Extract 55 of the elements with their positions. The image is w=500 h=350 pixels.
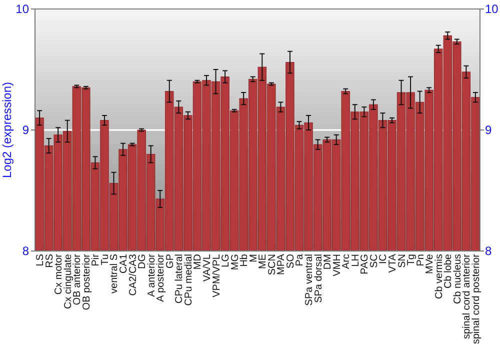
x-tick-label: spinal cord anterior (462, 253, 473, 340)
x-tick-label: A posterior (156, 253, 167, 302)
x-tick-label: CPu medial (183, 254, 194, 306)
y-axis-title: Log2 (expression) (0, 82, 14, 178)
x-tick-label: Hb (239, 254, 250, 267)
x-tick-label: Pir (90, 253, 102, 266)
x-tick-label: Cb lobe (443, 254, 454, 288)
x-tick-label: OB anterior (72, 253, 84, 306)
y2-tick-label: 10 (485, 2, 499, 16)
x-tick-label: Tu (100, 254, 111, 266)
x-tick-label: SN (396, 254, 408, 268)
y2-tick-label: 8 (485, 244, 492, 258)
x-tick-label: Cx motor (54, 253, 65, 295)
x-tick-label: VA/VL (202, 254, 213, 282)
x-tick-label: DG (137, 254, 148, 269)
x-tick-label: CA1 (118, 254, 130, 274)
x-tick-label: SCN (266, 254, 278, 276)
x-tick-label: SPa dorsal (313, 254, 324, 303)
x-tick-label: Cb vermis (434, 254, 445, 300)
x-tick-label: MG (230, 254, 241, 270)
y-tick-label: 8 (22, 244, 30, 258)
x-tick-label: DM (322, 254, 334, 270)
y2-tick-label: 9 (485, 123, 492, 138)
x-tick-label: LS (35, 254, 46, 266)
x-tick-label: CA2/CA3 (128, 254, 139, 296)
x-tick-label: PAG (360, 254, 371, 274)
x-tick-label: OB posterior (81, 253, 92, 310)
x-tick-label: VMH (332, 254, 343, 276)
x-tick-label: SC (368, 254, 380, 268)
x-tick-label: VTA (387, 254, 398, 273)
x-tick-label: VPM/VPL (211, 254, 222, 298)
x-tick-label: SO (285, 254, 296, 268)
x-tick-label: GP (164, 254, 176, 268)
x-tick-label: LH (350, 254, 362, 267)
x-tick-label: CPu lateral (174, 254, 186, 304)
x-tick-label: RS (44, 254, 56, 268)
x-tick-label: ventral S (109, 254, 120, 294)
x-tick-label: Cx cingulate (62, 254, 74, 310)
x-tick-label: M (248, 254, 260, 262)
x-tick-label: Cb nucleus (452, 254, 464, 304)
x-tick-label: MVe (424, 254, 436, 274)
y-tick-label: 10 (16, 2, 30, 16)
x-tick-label: Tg (406, 254, 418, 266)
x-tick-label: ME (258, 254, 269, 269)
x-tick-label: IC (378, 254, 390, 264)
x-tick-label: SPa ventral (304, 254, 316, 306)
x-tick-label: LG (220, 254, 232, 268)
x-tick-label: spinal cord posterior (470, 253, 482, 344)
y-tick-label: 9 (22, 123, 30, 138)
x-tick-label: MPA (276, 254, 288, 275)
x-tick-label: MD (192, 254, 204, 270)
x-tick-label: A anterior (146, 253, 158, 297)
x-tick-label: Pa (294, 254, 306, 266)
x-tick-label: Pn (415, 254, 426, 266)
x-tick-label: Arc (341, 254, 352, 269)
